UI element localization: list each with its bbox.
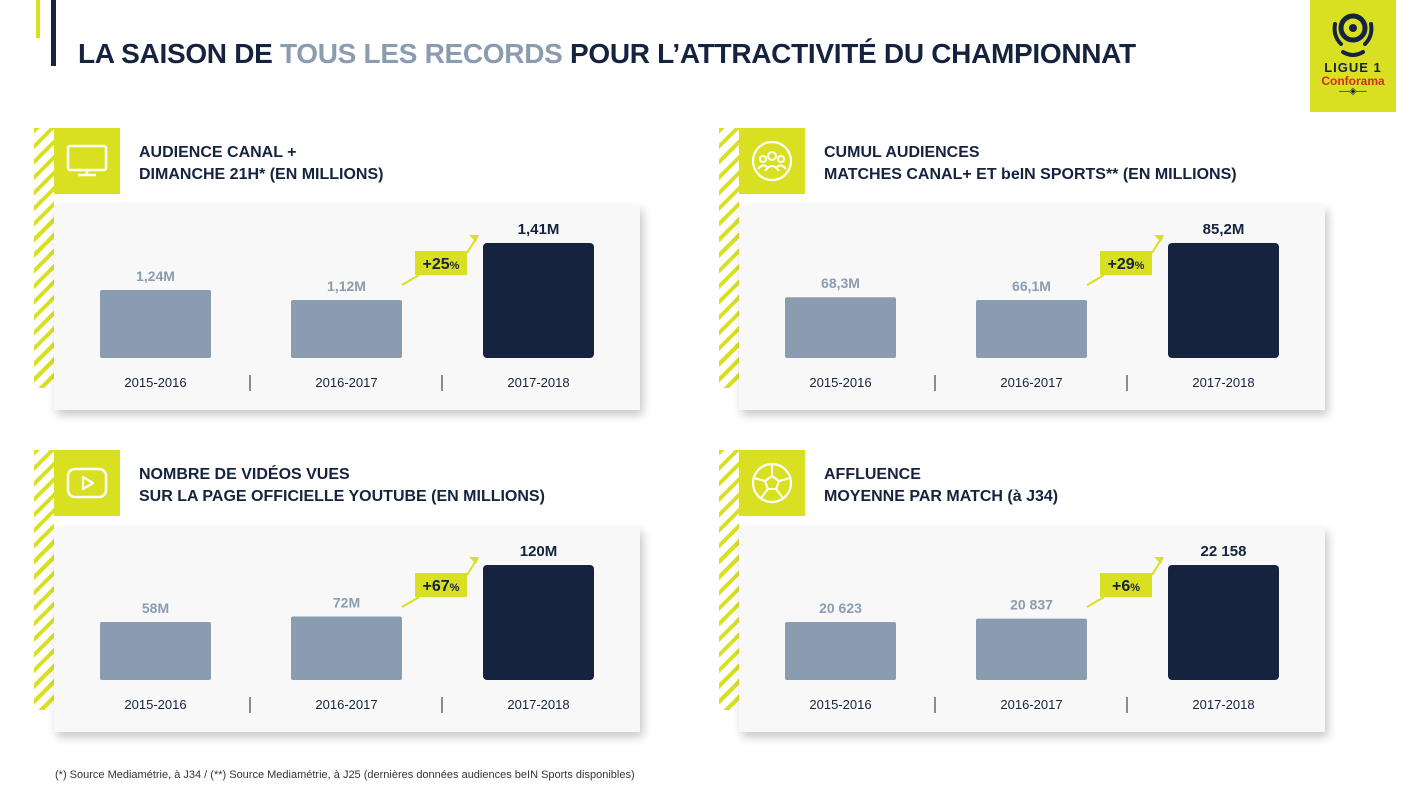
bar-value-label: 58M [142, 600, 169, 616]
bar-value-label: 120M [520, 543, 558, 560]
growth-label: +6% [1112, 578, 1140, 595]
growth-badge [415, 251, 467, 275]
bar-2016-2017 [291, 300, 402, 358]
category-label: 2016-2017 [315, 375, 377, 390]
category-label: 2016-2017 [1000, 697, 1062, 712]
panel-icon-box [54, 450, 120, 516]
category-label: 2015-2016 [809, 697, 871, 712]
bar-2017-2018 [483, 565, 594, 680]
bar-value-label: 66,1M [1012, 278, 1051, 294]
title-accent-bar [51, 0, 56, 66]
logo-ornament: —◈— [1339, 86, 1367, 97]
audience-icon [751, 140, 793, 182]
category-label: 2017-2018 [507, 375, 569, 390]
category-label: 2016-2017 [1000, 375, 1062, 390]
panel-title: AUDIENCE CANAL + DIMANCHE 21H* (EN MILLI… [139, 142, 383, 186]
bar-value-label: 20 623 [819, 600, 862, 616]
footnote: (*) Source Mediamétrie, à J34 / (**) Sou… [55, 769, 635, 781]
bar-value-label: 1,41M [518, 221, 560, 238]
bar-value-label: 1,24M [136, 268, 175, 284]
panel-title-line2: MATCHES CANAL+ ET beIN SPORTS** (EN MILL… [824, 166, 1237, 183]
panel-title: CUMUL AUDIENCES MATCHES CANAL+ ET beIN S… [824, 142, 1237, 186]
ligue1-logo: LIGUE 1 Conforama —◈— [1310, 0, 1396, 112]
panel-title-line1: AUDIENCE CANAL + [139, 144, 297, 161]
bar-value-label: 1,12M [327, 278, 366, 294]
chart-card: 1,24M 2015-2016 1,12M 2016-2017 1,41M 2017-20… [54, 205, 640, 410]
football-icon [751, 462, 793, 504]
growth-label: +67% [423, 578, 460, 595]
bar-chart: 68,3M 2015-2016 66,1M 2016-2017 85,2M 2017-20… [785, 221, 1279, 391]
title-part2: POUR L’ATTRACTIVITÉ DU CHAMPIONNAT [562, 38, 1136, 69]
bar-value-label: 22 158 [1201, 543, 1247, 560]
bar-2017-2018 [1168, 243, 1279, 358]
panel-title-line1: CUMUL AUDIENCES [824, 144, 980, 161]
bar-value-label: 72M [333, 595, 360, 611]
panel-cumul-audiences: CUMUL AUDIENCES MATCHES CANAL+ ET beIN S… [719, 128, 1359, 428]
title-part1: LA SAISON DE [78, 38, 280, 69]
growth-arrow-head [1154, 235, 1164, 242]
chart-card: 68,3M 2015-2016 66,1M 2016-2017 85,2M 2017-20… [739, 205, 1325, 410]
growth-arrow-head [1154, 557, 1164, 564]
bar-2015-2016 [100, 622, 211, 680]
bar-value-label: 68,3M [821, 275, 860, 291]
panel-title-line2: DIMANCHE 21H* (EN MILLIONS) [139, 166, 384, 183]
growth-label: +25% [423, 256, 460, 273]
panel-youtube-videos: NOMBRE DE VIDÉOS VUES SUR LA PAGE OFFICI… [34, 450, 674, 750]
hatch-decoration [719, 450, 739, 710]
bar-2015-2016 [785, 297, 896, 358]
chart-card: 58M 2015-2016 72M 2016-2017 120M 2017-2018 +67… [54, 527, 640, 732]
tv-icon [66, 144, 108, 177]
panel-title-line2: SUR LA PAGE OFFICIELLE YOUTUBE (EN MILLI… [139, 488, 545, 505]
hatch-decoration [34, 128, 54, 388]
category-label: 2017-2018 [1192, 697, 1254, 712]
panel-icon-box [739, 128, 805, 194]
bar-chart: 1,24M 2015-2016 1,12M 2016-2017 1,41M 2017-20… [100, 221, 594, 391]
category-label: 2015-2016 [809, 375, 871, 390]
growth-arrow-head [469, 557, 479, 564]
page-title: LA SAISON DE TOUS LES RECORDS POUR L’ATT… [78, 38, 1136, 70]
bar-chart: 20 623 2015-2016 20 837 2016-2017 22 158 2017… [785, 543, 1279, 713]
bar-2015-2016 [785, 622, 896, 680]
category-label: 2016-2017 [315, 697, 377, 712]
category-label: 2017-2018 [1192, 375, 1254, 390]
youtube-play-icon [66, 467, 108, 499]
growth-badge [415, 573, 467, 597]
panel-title-line2: MOYENNE PAR MATCH (à J34) [824, 488, 1059, 505]
bar-2016-2017 [976, 618, 1087, 680]
panel-icon-box [54, 128, 120, 194]
growth-badge [1100, 251, 1152, 275]
panel-title: NOMBRE DE VIDÉOS VUES SUR LA PAGE OFFICI… [139, 464, 545, 508]
panel-affluence: AFFLUENCE MOYENNE PAR MATCH (à J34) 20 6… [719, 450, 1359, 750]
category-label: 2015-2016 [124, 375, 186, 390]
bar-2017-2018 [1168, 565, 1279, 680]
panel-title-line1: AFFLUENCE [824, 466, 921, 483]
panel-title-line1: NOMBRE DE VIDÉOS VUES [139, 466, 350, 483]
panel-icon-box [739, 450, 805, 516]
title-highlight: TOUS LES RECORDS [279, 38, 563, 69]
title-accent-tick [36, 0, 40, 38]
ligue1-emblem-icon [1332, 13, 1374, 57]
bar-2017-2018 [483, 243, 594, 358]
category-label: 2017-2018 [507, 697, 569, 712]
hatch-decoration [34, 450, 54, 710]
hatch-decoration [719, 128, 739, 388]
logo-line1: LIGUE 1 [1324, 60, 1382, 75]
growth-label: +29% [1108, 256, 1145, 273]
panel-audience-canal: AUDIENCE CANAL + DIMANCHE 21H* (EN MILLI… [34, 128, 674, 428]
growth-badge [1100, 573, 1152, 597]
panel-title: AFFLUENCE MOYENNE PAR MATCH (à J34) [824, 464, 1058, 508]
category-label: 2015-2016 [124, 697, 186, 712]
bar-chart: 58M 2015-2016 72M 2016-2017 120M 2017-2018 +67… [100, 543, 594, 713]
chart-card: 20 623 2015-2016 20 837 2016-2017 22 158 2017… [739, 527, 1325, 732]
bar-value-label: 20 837 [1010, 597, 1053, 613]
bar-value-label: 85,2M [1203, 221, 1245, 238]
bar-2015-2016 [100, 289, 211, 358]
bar-2016-2017 [291, 616, 402, 680]
growth-arrow-head [469, 235, 479, 242]
logo-line2: Conforama [1321, 74, 1385, 88]
bar-2016-2017 [976, 300, 1087, 358]
